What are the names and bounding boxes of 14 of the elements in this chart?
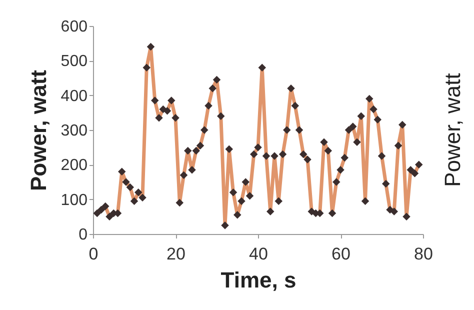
y-axis-title: Power, watt bbox=[26, 69, 51, 192]
y-tick-label: 200 bbox=[60, 157, 88, 174]
y-tick-label: 0 bbox=[78, 226, 88, 244]
y-tick-label: 100 bbox=[60, 192, 88, 209]
x-tick-label: 40 bbox=[249, 244, 268, 264]
y-tick-label: 500 bbox=[60, 53, 88, 70]
x-axis-title: Time, s bbox=[220, 268, 296, 292]
y2-axis-title: Power, watt bbox=[440, 73, 465, 187]
y-tick-label: 600 bbox=[60, 18, 88, 36]
x-tick-label: 60 bbox=[332, 244, 350, 264]
x-tick-label: 20 bbox=[166, 244, 186, 264]
x-tick-label: 80 bbox=[414, 244, 433, 264]
y-tick-label: 300 bbox=[60, 122, 88, 140]
y-tick-label: 400 bbox=[60, 88, 88, 105]
